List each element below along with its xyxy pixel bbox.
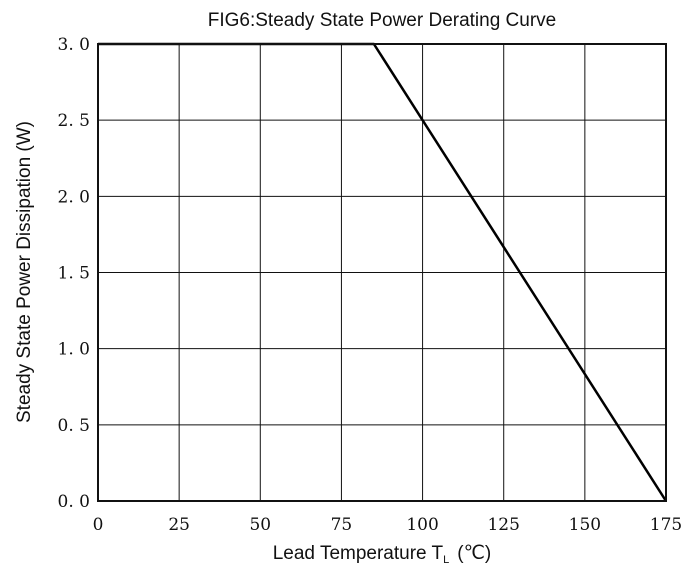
x-tick-label: 0 [93, 515, 104, 535]
x-axis-label-main: Lead Temperature T [273, 543, 444, 564]
x-axis-label-unit: (℃) [457, 543, 491, 564]
x-tick-label: 150 [569, 515, 601, 535]
x-axis-label-subscript: L [443, 554, 449, 566]
chart-title: FIG6:Steady State Power Derating Curve [208, 10, 557, 31]
y-tick-label: 0. 5 [58, 416, 90, 436]
x-tick-labels: 0 25 50 75 100 125 150 175 [93, 515, 683, 535]
y-tick-labels: 0. 0 0. 5 1. 0 1. 5 2. 0 2. 5 3. 0 [58, 35, 90, 512]
y-tick-label: 1. 5 [58, 264, 90, 284]
y-axis-label: Steady State Power Dissipation (W) [14, 121, 35, 423]
x-tick-label: 125 [487, 515, 519, 535]
y-tick-label: 2. 5 [58, 111, 90, 131]
x-tick-label: 100 [406, 515, 438, 535]
y-tick-label: 1. 0 [58, 340, 90, 360]
x-tick-label: 175 [650, 515, 682, 535]
plot-frame [97, 43, 667, 502]
x-axis-label: Lead Temperature TL (℃) [273, 543, 492, 566]
x-tick-label: 50 [249, 515, 271, 535]
y-tick-label: 0. 0 [58, 492, 90, 512]
grid [97, 43, 667, 502]
y-tick-label: 2. 0 [58, 187, 90, 207]
x-tick-label: 25 [168, 515, 190, 535]
y-tick-label: 3. 0 [58, 35, 90, 55]
x-tick-label: 75 [331, 515, 353, 535]
